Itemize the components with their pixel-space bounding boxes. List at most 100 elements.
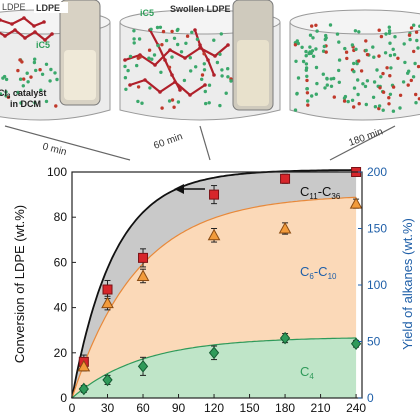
ic5-bead <box>401 80 406 84</box>
ic5-bead <box>53 71 57 75</box>
chain-bead <box>143 78 147 82</box>
chain-bead <box>163 58 167 62</box>
ic5-bead <box>202 62 206 66</box>
ic5-bead <box>335 32 340 36</box>
conversion-chart: 0 30 60 90 120 150 180 210 240 0 20 40 60 80 100 0 50 1… <box>12 165 415 415</box>
solvent-label: in DCM <box>10 99 41 109</box>
ic5-bead <box>150 57 154 61</box>
ic5-bead <box>352 86 357 90</box>
ic5-bead <box>190 30 194 34</box>
ic5-bead <box>16 90 20 95</box>
ic5-bead <box>195 37 200 41</box>
ic5-bead <box>132 37 136 41</box>
ic5-bead <box>212 38 216 42</box>
ic5-bead <box>296 76 301 80</box>
ic5-bead <box>352 61 356 66</box>
ic5-bead <box>377 106 381 111</box>
ic5-bead <box>398 93 403 98</box>
ic5-bead <box>409 78 413 83</box>
ic5-bead <box>126 68 130 73</box>
ic5-bead <box>203 89 207 94</box>
ic5-bead <box>387 25 391 29</box>
ic5-bead <box>172 36 177 40</box>
ic5-bead <box>412 23 416 27</box>
solution-60min <box>237 40 269 106</box>
ic5-bead <box>218 52 222 56</box>
ic5-bead <box>350 98 355 103</box>
ic5-bead <box>155 25 160 30</box>
ic5-bead <box>310 49 315 53</box>
ic5-bead <box>293 108 298 112</box>
ic5-bead <box>300 45 304 49</box>
ic5-bead <box>352 105 356 109</box>
marker-c6-c10 <box>77 359 91 372</box>
ic5-bead <box>413 61 417 66</box>
solution-0min <box>64 50 96 100</box>
ic5-bead <box>379 75 383 79</box>
y-left-tick-label: 20 <box>54 346 68 360</box>
ic5-bead <box>304 62 309 66</box>
ic5-bead <box>44 62 49 66</box>
ic5-bead <box>147 56 151 60</box>
chain-bead <box>173 80 177 84</box>
swollen-label: Swollen LDPE <box>170 4 231 14</box>
ic5-bead <box>315 81 319 86</box>
ic5-bead <box>354 47 358 51</box>
curve-c4 <box>71 337 357 399</box>
y-right-axis-title: Yield of alkanes (wt.%) <box>400 218 415 350</box>
chain-bead <box>168 48 172 52</box>
time-label-180: 180 min <box>347 126 384 149</box>
ic5-bead <box>200 73 205 77</box>
ic5-bead <box>304 49 308 54</box>
ic5-bead <box>200 77 204 82</box>
ic5-bead <box>160 106 164 110</box>
x-tick-label: 180 <box>275 401 295 415</box>
ic5-bead <box>172 105 176 109</box>
y-left-tick-label: 60 <box>54 255 68 269</box>
ic5-bead <box>363 84 368 89</box>
y-right-tick-label: 150 <box>367 222 387 236</box>
ic5-bead <box>389 66 393 70</box>
chain-bead <box>123 58 127 62</box>
chain-bead <box>50 32 54 36</box>
curve-conversion <box>71 169 357 399</box>
fill-c11-c36 <box>72 170 357 398</box>
ic5-bead <box>356 78 360 82</box>
ic5-bead <box>167 99 172 103</box>
x-tick-label: 60 <box>136 401 150 415</box>
ic5-bead <box>49 67 53 72</box>
ic5-bead <box>357 102 361 106</box>
ic5-bead <box>353 29 358 33</box>
ic5-bead <box>356 92 360 97</box>
ic5-bead <box>136 85 141 89</box>
ic5-bead <box>371 95 376 100</box>
ic5-bead <box>408 37 412 42</box>
ic5-bead <box>21 84 25 88</box>
chain-bead <box>183 56 187 60</box>
ic5-bead <box>357 30 361 34</box>
y-left-axis-title: Conversion of LDPE (wt.%) <box>12 205 27 363</box>
ic5-bead <box>138 55 142 59</box>
ic5-bead <box>337 68 341 73</box>
ic5-bead <box>384 32 388 36</box>
ic5-bead <box>346 99 350 104</box>
ic5-bead <box>325 83 329 87</box>
ic5-bead <box>185 34 190 38</box>
ic5-bead <box>306 103 310 107</box>
ic5-bead <box>39 88 43 92</box>
ic5-bead <box>29 75 33 79</box>
ic5-bead <box>381 108 385 112</box>
ic5-bead <box>365 52 370 57</box>
ic5-bead <box>152 53 157 57</box>
time-label-60: 60 min <box>152 131 184 152</box>
ic5-bead <box>34 68 38 73</box>
ldpe-box-label: LDPE <box>36 3 60 13</box>
chain-bead <box>13 28 17 32</box>
ic5-bead <box>365 79 370 83</box>
ic5-bead <box>345 56 349 61</box>
marker-c4 <box>78 382 89 396</box>
ic5-bead <box>40 72 45 77</box>
ic5-bead <box>4 90 8 94</box>
panel-180min <box>289 9 420 121</box>
